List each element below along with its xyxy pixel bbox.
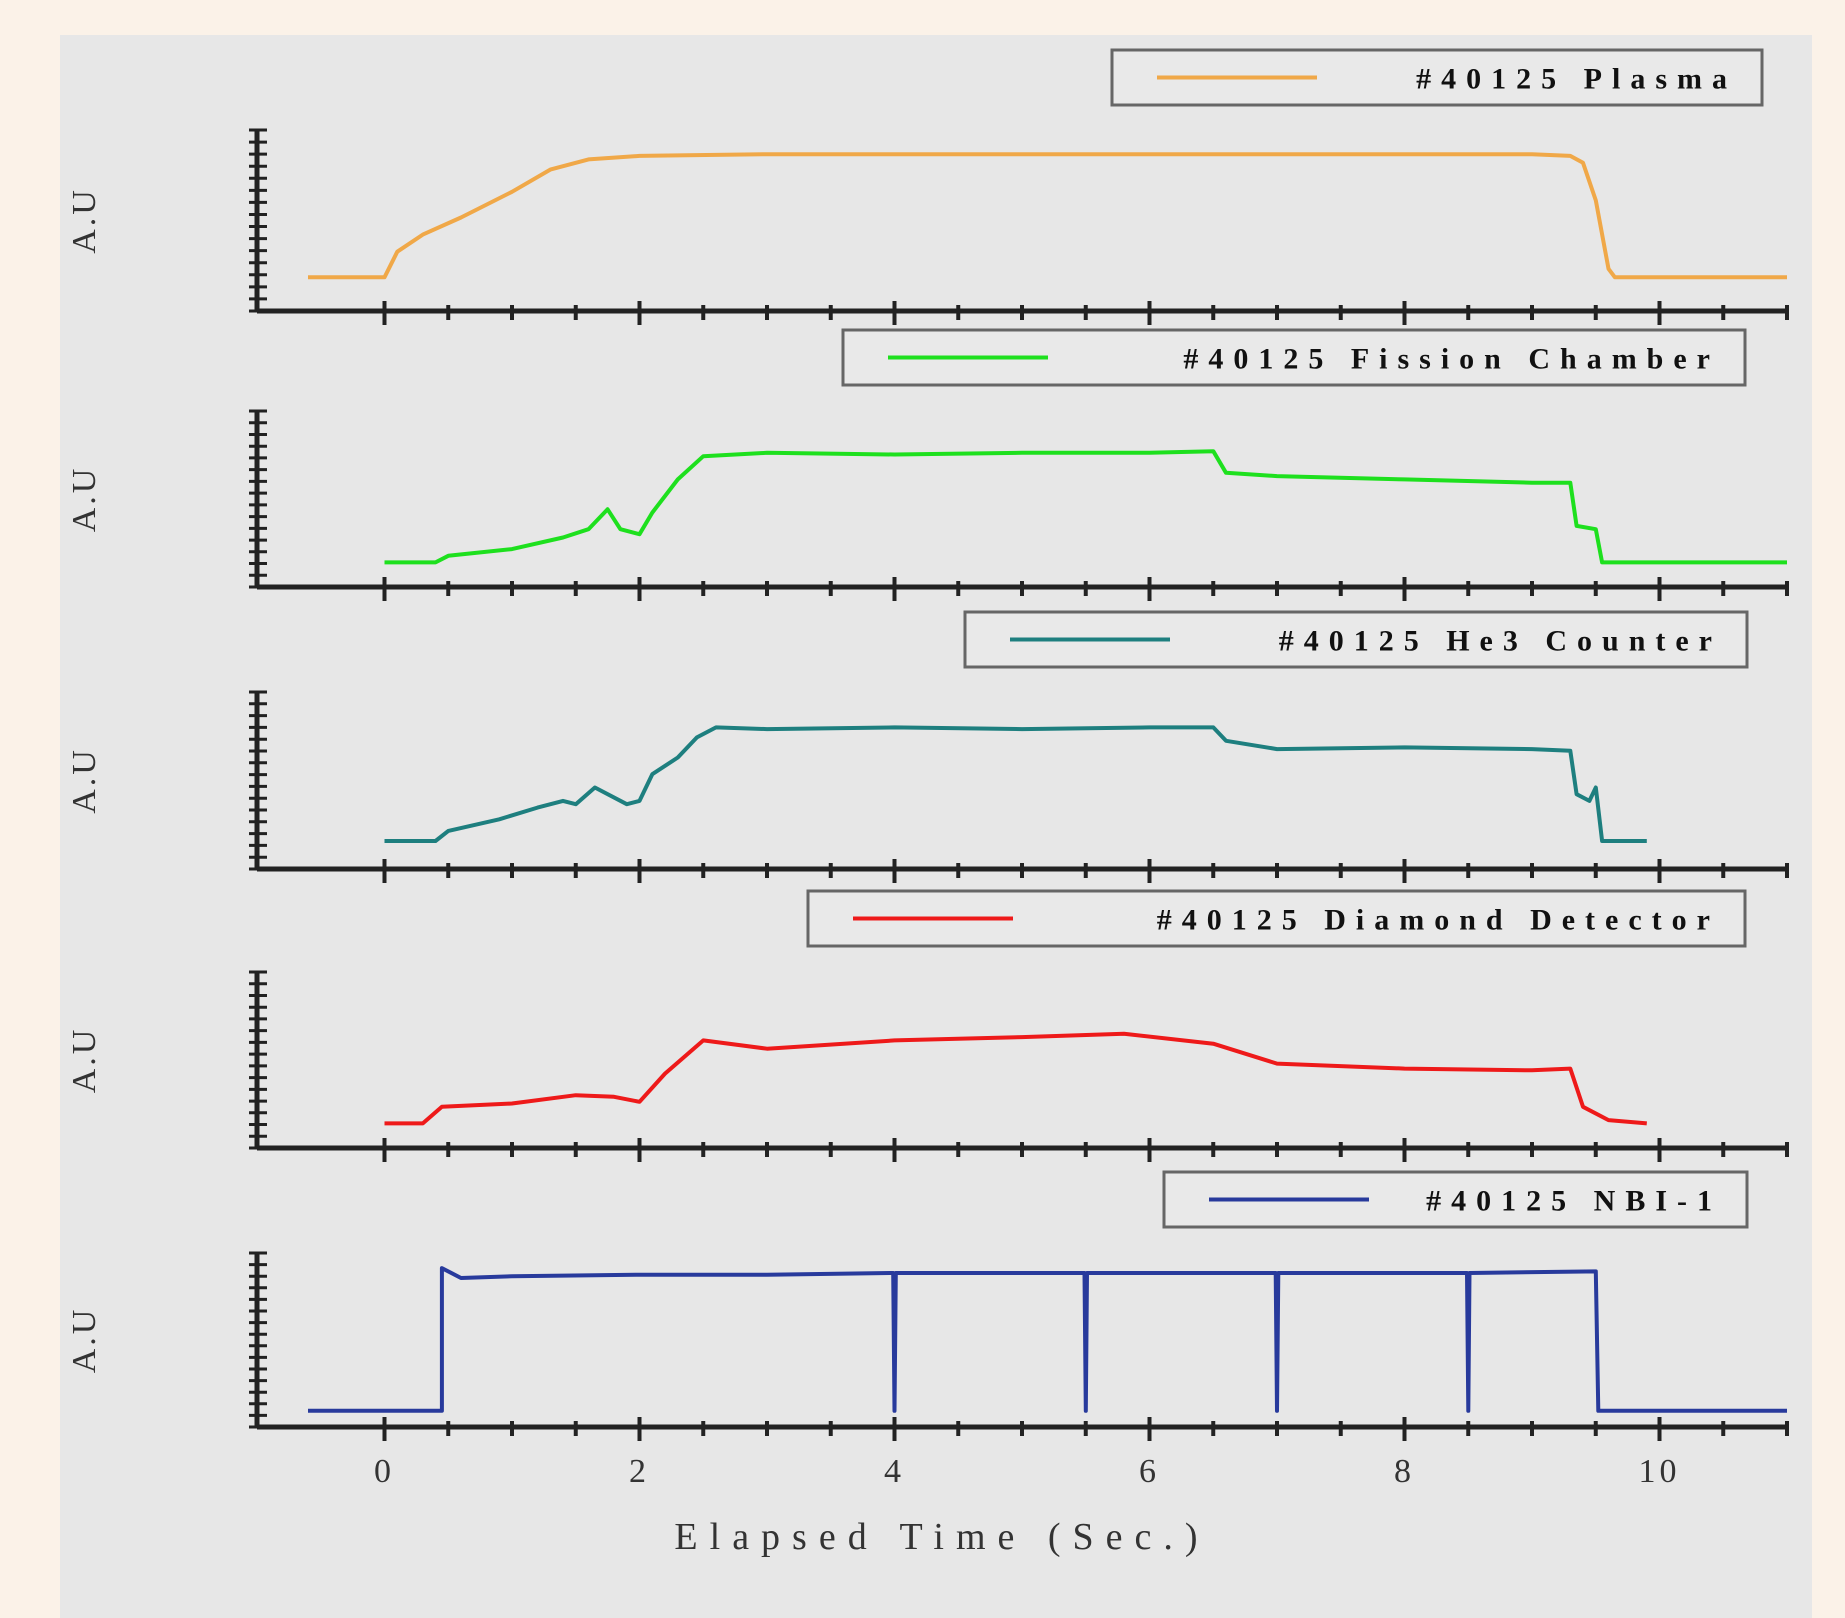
legend-label: #40125 He3 Counter	[1279, 625, 1722, 658]
legend: #40125 He3 Counter	[963, 610, 1749, 669]
panel-5: A.U #40125 NBI-1	[66, 1170, 1789, 1441]
y-axis-label: A.U	[66, 466, 103, 533]
y-axis-label: A.U	[66, 1307, 103, 1374]
legend: #40125 NBI-1	[1162, 1170, 1749, 1229]
y-axis-label: A.U	[66, 1027, 103, 1094]
panel-3: A.U #40125 He3 Counter	[66, 610, 1789, 883]
legend-label: #40125 NBI-1	[1426, 1185, 1722, 1218]
x-tick-label: 10	[1639, 1453, 1681, 1490]
x-tick-label: 4	[884, 1453, 905, 1490]
legend: #40125 Plasma	[1110, 48, 1764, 107]
x-tick-label: 8	[1394, 1453, 1415, 1490]
x-tick-label: 0	[374, 1453, 395, 1490]
legend-label: #40125 Diamond Detector	[1157, 904, 1720, 937]
legend-label: #40125 Fission Chamber	[1183, 343, 1720, 376]
panel-4: A.U #40125 Diamond Detector	[66, 889, 1789, 1162]
panel-1: A.U #40125 Plasma	[66, 48, 1789, 325]
legend-box	[1110, 48, 1764, 107]
x-tick-label: 6	[1139, 1453, 1160, 1490]
legend-label: #40125 Plasma	[1416, 63, 1737, 96]
y-axis-label: A.U	[66, 747, 103, 814]
legend: #40125 Diamond Detector	[806, 889, 1747, 948]
series-line	[308, 152, 1787, 280]
y-axis-label: A.U	[66, 187, 103, 254]
series-line	[308, 1266, 1787, 1413]
chart-svg: A.U #40125 Plasma A.U #40125 Fission Chambe…	[66, 48, 1789, 1558]
legend: #40125 Fission Chamber	[841, 328, 1747, 387]
series-line	[384, 449, 1787, 565]
series-line	[384, 1031, 1647, 1126]
x-axis-label: Elapsed Time (Sec.)	[674, 1516, 1209, 1558]
panel-2: A.U #40125 Fission Chamber	[66, 328, 1789, 601]
series-line	[384, 725, 1647, 843]
x-tick-label: 2	[629, 1453, 650, 1490]
chart-figure: A.U #40125 Plasma A.U #40125 Fission Chambe…	[60, 35, 1812, 1618]
